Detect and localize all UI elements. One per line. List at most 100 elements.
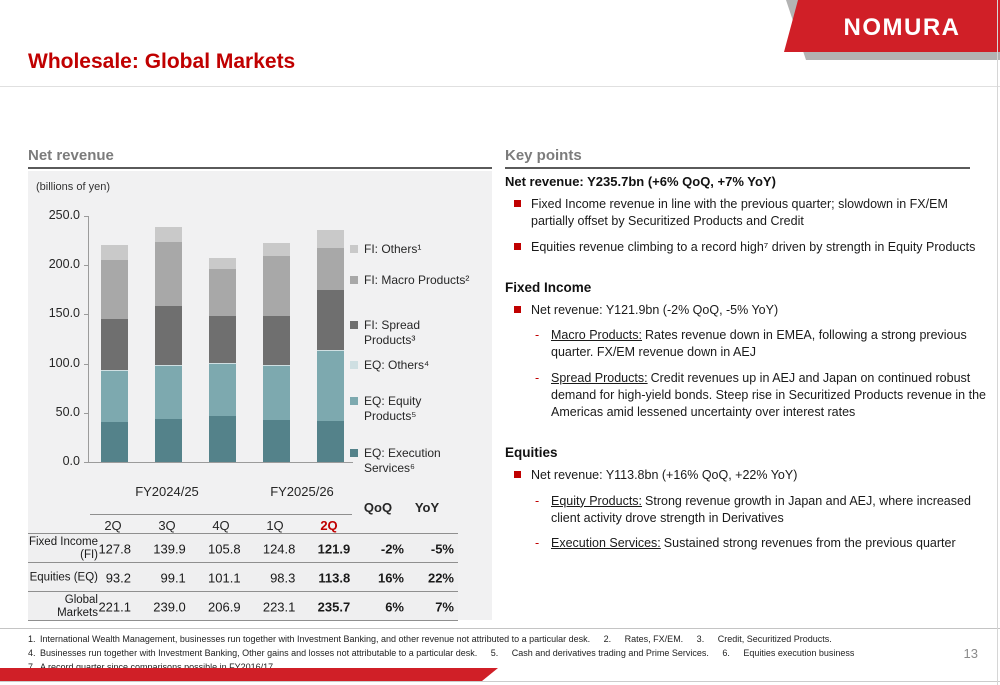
bar-segment — [100, 319, 128, 371]
bar-segment — [262, 365, 290, 367]
footnotes: 1. International Wealth Management, busi… — [28, 632, 958, 674]
table-cell: 127.8 — [98, 541, 131, 556]
fiscal-year-group-label: FY2025/26 — [270, 484, 334, 499]
slide-right-border — [997, 0, 998, 685]
row-label: Global Markets — [57, 593, 98, 619]
bar-segment — [316, 421, 344, 462]
net-revenue-panel: (billions of yen) 0.0 50.0 100.0 150.0 200.0… — [28, 171, 492, 621]
bar-segment — [208, 316, 236, 363]
quarter-label: 2Q — [104, 518, 122, 533]
y-axis-tick-mark — [84, 462, 88, 463]
net-revenue-summary: Net revenue: Y235.7bn (+6% QoQ, +7% YoY) — [505, 174, 776, 189]
bar-segment — [262, 366, 290, 421]
net-revenue-heading: Net revenue — [28, 147, 114, 164]
legend-swatch-icon — [350, 321, 358, 329]
table-cell: 6% — [385, 599, 404, 614]
bullet-square-icon — [514, 471, 521, 479]
table-cell: 7% — [435, 599, 454, 614]
table-cell: 93.2 — [105, 570, 131, 585]
footer-red-bar — [0, 668, 498, 681]
fixed-income-bullet: Net revenue: Y121.9bn (-2% QoQ, -5% YoY) — [505, 302, 987, 319]
legend-label: FI: Macro Products² — [364, 273, 470, 287]
legend-item: FI: Spread Products³ — [350, 318, 420, 349]
table-cell: 221.1 — [98, 599, 131, 614]
logo-red-shape — [784, 0, 1000, 52]
bar-segment — [154, 306, 182, 365]
equities-bullet: Net revenue: Y113.8bn (+16% QoQ, +22% Yo… — [505, 467, 987, 484]
table-row: Equities (EQ) 93.2 99.1 101.1 98.3 113.8 16% 22… — [28, 562, 458, 592]
bar-segment — [154, 418, 182, 462]
key-points-heading: Key points — [505, 147, 582, 164]
table-cell: 239.0 — [153, 599, 186, 614]
y-axis-tick-mark — [84, 363, 88, 365]
bar-segment — [208, 268, 236, 317]
subbullet-text: Rates revenue down in EMEA, following a … — [551, 328, 967, 360]
bar-segment — [262, 316, 290, 366]
legend-swatch-icon — [350, 276, 358, 284]
y-axis-tick-label: 100.0 — [48, 355, 80, 370]
spread-products-subbullet: - Spread Products: Credit revenues up in … — [505, 370, 987, 422]
logo-wordmark: NOMURA — [844, 14, 961, 41]
legend-swatch-icon — [350, 361, 358, 369]
revenue-table: Fixed Income (FI) 127.8 139.9 105.8 124.8 121… — [28, 533, 458, 621]
y-axis-tick-mark — [84, 314, 88, 316]
legend-swatch-icon — [350, 397, 358, 405]
bar-segment — [100, 421, 128, 462]
table-cell: 124.8 — [262, 541, 296, 556]
summary-bullet: Fixed Income revenue in line with the pr… — [505, 196, 987, 231]
bar-segment — [154, 364, 182, 366]
bullet-text: Net revenue: Y121.9bn (-2% QoQ, -5% YoY) — [531, 302, 779, 317]
table-row: Fixed Income (FI) 127.8 139.9 105.8 124.8 121… — [28, 533, 458, 563]
legend-swatch-icon — [350, 449, 358, 457]
y-axis-tick-label: 200.0 — [48, 257, 80, 272]
subbullet-label: Macro Products: — [551, 328, 643, 342]
subbullet-label: Execution Services: — [551, 536, 661, 550]
table-cell: -5% — [430, 541, 454, 556]
bullet-text: Net revenue: Y113.8bn (+16% QoQ, +22% Yo… — [531, 468, 798, 483]
bar-segment — [262, 420, 290, 462]
page-title: Wholesale: Global Markets — [28, 50, 296, 73]
stacked-bar-2q — [316, 230, 344, 462]
subbullet-text: Sustained strong revenues from the previ… — [663, 536, 956, 550]
legend-item: EQ: Execution Services⁶ — [350, 446, 441, 477]
table-cell: 121.9 — [317, 541, 351, 556]
equity-products-subbullet: - Equity Products: Strong revenue growth … — [505, 493, 987, 528]
bullet-square-icon — [514, 305, 521, 313]
bar-segment — [100, 370, 128, 372]
chart-unit-label: (billions of yen) — [36, 181, 110, 193]
table-cell: 206.9 — [208, 599, 241, 614]
table-cell: 139.9 — [153, 541, 186, 556]
y-axis-tick-label: 250.0 — [48, 208, 80, 222]
quarter-label: 3Q — [158, 518, 176, 533]
legend-label: EQ: Execution Services⁶ — [364, 446, 441, 476]
fiscal-year-rule — [90, 514, 352, 515]
subbullet-text: Credit revenues up in AEJ and Japan on c… — [551, 370, 986, 420]
bar-segment — [100, 244, 128, 261]
footnote-line: 7. A record quarter since comparisons po… — [28, 662, 274, 672]
bar-segment — [316, 290, 344, 351]
stacked-bar-2q — [100, 244, 128, 462]
legend-item: FI: Others¹ — [350, 242, 421, 257]
dash-bullet-icon: - — [535, 493, 540, 508]
legend-label: FI: Others¹ — [364, 242, 422, 256]
bullet-square-icon — [514, 242, 521, 250]
bar-segment — [154, 241, 182, 307]
yoy-column-header: YoY — [414, 500, 440, 515]
bar-segment — [316, 230, 344, 249]
bar-segment — [154, 226, 182, 242]
table-bottom-border — [28, 620, 458, 621]
bar-segment — [262, 255, 290, 317]
table-cell: 235.7 — [317, 599, 351, 614]
bar-segment — [208, 362, 236, 364]
bar-segment — [316, 351, 344, 422]
y-axis-tick-mark — [84, 412, 88, 414]
quarter-label: 2Q — [320, 518, 338, 533]
summary-bullet: Equities revenue climbing to a record hi… — [505, 239, 987, 256]
execution-services-subbullet: - Execution Services: Sustained strong re… — [505, 535, 987, 552]
bar-segment — [208, 258, 236, 269]
row-label: Equities (EQ) — [29, 570, 98, 583]
table-cell: -2% — [380, 541, 404, 556]
fiscal-year-group-label: FY2024/25 — [135, 484, 199, 499]
fixed-income-heading: Fixed Income — [505, 279, 592, 295]
